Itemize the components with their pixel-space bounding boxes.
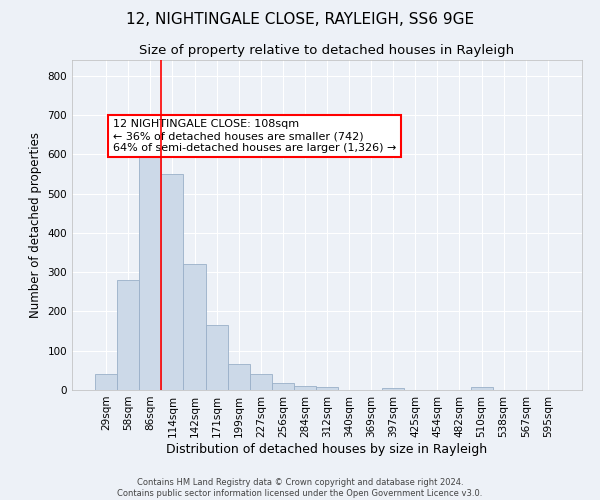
- Bar: [316, 387, 338, 390]
- Y-axis label: Number of detached properties: Number of detached properties: [29, 132, 42, 318]
- Bar: [294, 386, 316, 390]
- Bar: [470, 387, 493, 390]
- Text: 12, NIGHTINGALE CLOSE, RAYLEIGH, SS6 9GE: 12, NIGHTINGALE CLOSE, RAYLEIGH, SS6 9GE: [126, 12, 474, 28]
- Title: Size of property relative to detached houses in Rayleigh: Size of property relative to detached ho…: [139, 44, 515, 58]
- Bar: [206, 325, 227, 390]
- Bar: [139, 156, 161, 390]
- Bar: [227, 364, 250, 390]
- Bar: [250, 374, 272, 390]
- Bar: [184, 264, 206, 390]
- Bar: [117, 280, 139, 390]
- Text: 12 NIGHTINGALE CLOSE: 108sqm
← 36% of detached houses are smaller (742)
64% of s: 12 NIGHTINGALE CLOSE: 108sqm ← 36% of de…: [113, 120, 396, 152]
- Bar: [161, 174, 184, 390]
- X-axis label: Distribution of detached houses by size in Rayleigh: Distribution of detached houses by size …: [166, 442, 488, 456]
- Bar: [95, 374, 117, 390]
- Text: Contains HM Land Registry data © Crown copyright and database right 2024.
Contai: Contains HM Land Registry data © Crown c…: [118, 478, 482, 498]
- Bar: [272, 383, 294, 390]
- Bar: [382, 388, 404, 390]
